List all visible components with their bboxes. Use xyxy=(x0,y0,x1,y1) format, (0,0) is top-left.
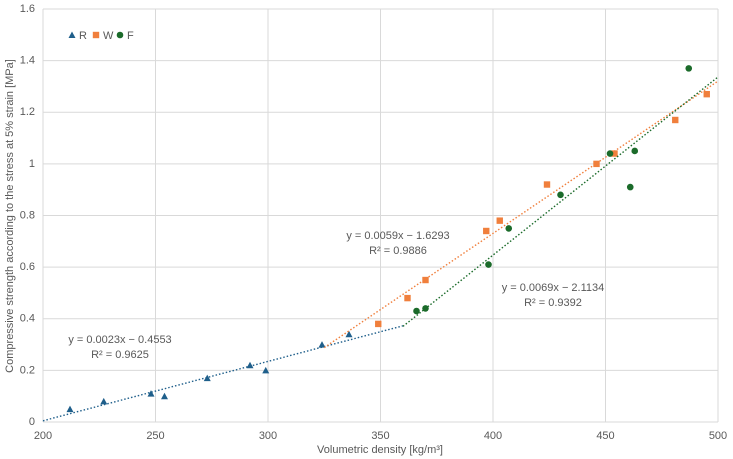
marker xyxy=(422,276,429,284)
legend-label: W xyxy=(103,30,114,42)
y-tick-label: 0.2 xyxy=(20,364,35,376)
x-tick-label: 300 xyxy=(259,430,277,442)
marker xyxy=(606,150,614,157)
marker xyxy=(262,366,270,374)
x-tick-label: 200 xyxy=(34,430,52,442)
y-tick-label: 1.4 xyxy=(20,55,35,67)
x-tick-label: 450 xyxy=(596,430,614,442)
legend-marker xyxy=(92,31,100,39)
marker xyxy=(611,150,618,157)
y-tick-label: 0.4 xyxy=(20,313,35,325)
trendline-r2: R² = 0.9392 xyxy=(524,297,582,309)
marker xyxy=(375,320,382,328)
x-tick-label: 350 xyxy=(371,430,389,442)
marker xyxy=(318,341,326,348)
marker xyxy=(404,294,411,302)
trendline-equation: y = 0.0069x − 2.1134 xyxy=(502,282,605,294)
trendline xyxy=(402,76,719,327)
marker xyxy=(557,191,564,199)
x-tick-label: 500 xyxy=(709,430,727,442)
legend-marker xyxy=(116,31,124,39)
y-tick-label: 0.8 xyxy=(20,209,35,221)
trendline-r2: R² = 0.9625 xyxy=(91,349,149,361)
marker xyxy=(626,183,634,191)
legend-marker xyxy=(68,31,76,38)
marker xyxy=(147,390,155,397)
y-tick-label: 0 xyxy=(29,416,35,428)
y-tick-label: 1 xyxy=(29,158,35,170)
marker xyxy=(413,307,420,315)
x-tick-label: 400 xyxy=(484,430,502,442)
marker xyxy=(483,227,490,235)
trendline xyxy=(42,325,404,422)
marker xyxy=(593,160,600,168)
trendline-equation: y = 0.0023x − 0.4553 xyxy=(68,334,171,346)
legend-label: F xyxy=(127,30,134,42)
trendline-equation: y = 0.0059x − 1.6293 xyxy=(346,230,449,242)
marker xyxy=(631,147,639,155)
marker xyxy=(543,181,551,188)
y-tick-label: 1.6 xyxy=(20,3,35,15)
marker xyxy=(100,397,108,405)
x-tick-label: 250 xyxy=(146,430,164,442)
marker xyxy=(496,217,503,224)
marker xyxy=(485,261,492,268)
x-axis-label: Volumetric density [kg/m³] xyxy=(317,444,443,456)
y-axis-label: Compressive strength according to the st… xyxy=(4,59,16,373)
y-tick-label: 1.2 xyxy=(20,106,35,118)
marker xyxy=(505,225,513,232)
marker xyxy=(703,90,710,98)
marker xyxy=(672,116,679,124)
marker xyxy=(685,65,693,72)
marker xyxy=(246,361,254,369)
legend-label: R xyxy=(79,30,87,42)
marker xyxy=(345,330,353,338)
trendline xyxy=(323,80,719,349)
marker xyxy=(203,374,211,382)
marker xyxy=(422,305,429,312)
marker xyxy=(66,405,74,413)
trendline-r2: R² = 0.9886 xyxy=(369,245,427,257)
marker xyxy=(161,392,168,400)
y-tick-label: 0.6 xyxy=(20,261,35,273)
